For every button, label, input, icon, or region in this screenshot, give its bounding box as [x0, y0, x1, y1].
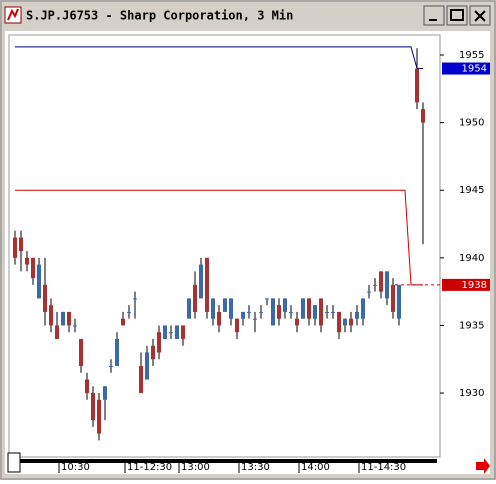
candle-body	[25, 257, 29, 265]
price-marker-label: 1938	[462, 280, 487, 291]
candle-body	[397, 284, 401, 319]
candle-body	[283, 298, 287, 312]
candle-body	[391, 284, 395, 312]
candle-body	[223, 298, 227, 312]
candle-body	[145, 352, 149, 380]
candle-body	[187, 298, 191, 319]
candle-body	[343, 318, 347, 326]
candle-body	[421, 109, 425, 123]
candle-body	[73, 325, 77, 327]
scroll-right-arrow[interactable]	[476, 458, 490, 474]
candle-body	[61, 311, 65, 326]
candle-body	[97, 399, 101, 434]
scroll-thumb[interactable]	[7, 452, 21, 473]
candle-body	[19, 237, 23, 252]
y-tick-label: 1940	[459, 253, 484, 264]
candle-body	[151, 345, 155, 360]
candle-body	[259, 311, 263, 313]
candle-body	[157, 332, 161, 353]
min-button[interactable]	[423, 5, 445, 26]
candle-body	[109, 366, 113, 368]
candle-body	[121, 318, 125, 326]
candle-body	[37, 264, 41, 299]
candle-body	[331, 311, 335, 313]
candle-body	[337, 311, 341, 333]
price-marker-box	[442, 62, 490, 75]
candle-body	[193, 284, 197, 312]
time-axis-bar	[20, 459, 437, 463]
candle-body	[49, 305, 53, 326]
candle-body	[175, 325, 179, 339]
candle-body	[277, 305, 281, 319]
price-marker-label: 1954	[462, 64, 487, 75]
candle-body	[379, 271, 383, 292]
candle-body	[103, 386, 107, 400]
candle-body	[367, 291, 371, 293]
candle-body	[127, 311, 131, 313]
candle-body	[229, 298, 233, 319]
candle-body	[199, 264, 203, 299]
candle-body	[319, 298, 323, 326]
candle-body	[313, 305, 317, 319]
candle-body	[211, 298, 215, 319]
price-marker-box	[442, 278, 490, 291]
candle-body	[415, 68, 419, 103]
candle-body	[115, 338, 119, 367]
candle-body	[373, 284, 377, 286]
candle-body	[217, 311, 221, 326]
candle-body	[307, 298, 311, 319]
candle-body	[43, 284, 47, 312]
candle-body	[349, 318, 353, 326]
candle-body	[361, 298, 365, 319]
candle-body	[139, 366, 143, 394]
x-tick-label: 14:00	[301, 462, 330, 473]
candle-body	[67, 311, 71, 326]
plot-area	[8, 34, 441, 458]
y-tick-label: 1945	[459, 185, 484, 196]
app-icon-glyph	[7, 8, 19, 21]
candle-body	[235, 318, 239, 333]
candle-body	[91, 393, 95, 421]
candle-body	[355, 311, 359, 319]
y-tick-label: 1950	[459, 118, 484, 129]
candle-body	[301, 298, 305, 319]
x-tick-label: 10:30	[61, 462, 90, 473]
candle-body	[163, 325, 167, 339]
level-line	[15, 46, 423, 70]
candle-body	[265, 298, 269, 300]
candle-body	[247, 311, 251, 313]
candle-body	[169, 332, 173, 334]
candle-body	[295, 318, 299, 326]
y-tick-label: 1935	[459, 320, 484, 331]
x-tick-label: 13:00	[181, 462, 210, 473]
candle-body	[271, 298, 275, 326]
x-tick-label: 13:30	[241, 462, 270, 473]
x-tick-label: 11-12:30	[127, 462, 172, 473]
y-tick-label: 1955	[459, 50, 484, 61]
candle-body	[253, 318, 257, 320]
x-tick-label: 11-14:30	[361, 462, 406, 473]
candle-body	[85, 379, 89, 394]
candle-body	[55, 325, 59, 339]
close-button[interactable]	[469, 5, 491, 26]
window-title: S.JP.J6753 - Sharp Corporation, 3 Min	[26, 9, 293, 23]
candle-body	[325, 311, 329, 313]
candle-body	[241, 311, 245, 319]
candle-body	[181, 325, 185, 339]
candle-body	[31, 257, 35, 279]
candle-body	[205, 257, 209, 312]
candle-body	[79, 338, 83, 367]
candle-body	[289, 311, 293, 313]
y-tick-label: 1930	[459, 388, 484, 399]
candle-body	[13, 237, 17, 258]
candle-body	[133, 298, 137, 300]
max-button[interactable]	[446, 5, 468, 26]
level-line	[15, 189, 423, 286]
candle-body	[385, 271, 389, 299]
